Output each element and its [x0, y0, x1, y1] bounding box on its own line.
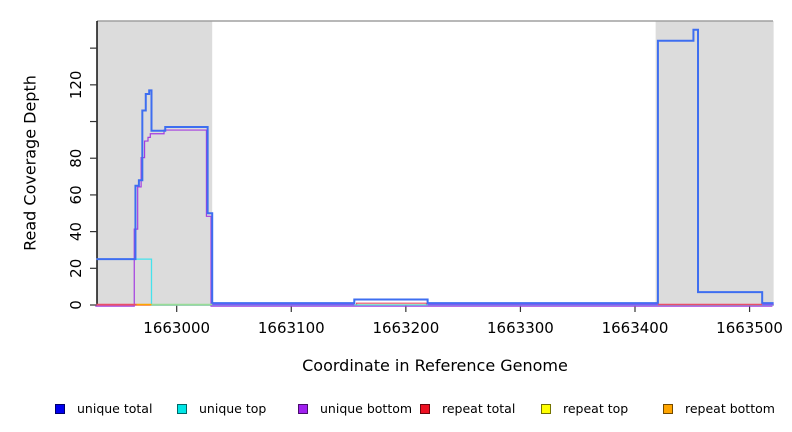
legend-swatch-icon: [420, 404, 430, 414]
y-tick-label: 120: [67, 71, 85, 100]
y-tick-label: 60: [67, 185, 85, 204]
y-axis-title: Read Coverage Depth: [20, 75, 40, 251]
series-line-unique-bottom: [95, 129, 773, 307]
x-tick-label: 1663000: [143, 319, 210, 337]
legend-label: repeat top: [563, 401, 629, 416]
x-tick-label: 1663500: [716, 319, 783, 337]
x-tick-label: 1663100: [258, 319, 325, 337]
x-tick-label: 1663400: [602, 319, 669, 337]
legend-swatch-icon: [541, 404, 551, 414]
y-tick-label: 40: [67, 222, 85, 241]
legend-label: repeat bottom: [685, 401, 775, 416]
legend-label: unique top: [199, 401, 267, 416]
x-tick-label: 1663200: [372, 319, 439, 337]
y-tick-label: 20: [67, 259, 85, 278]
legend-swatch-icon: [298, 404, 308, 414]
y-tick-label: 80: [67, 149, 85, 168]
legend-swatch-icon: [663, 404, 673, 414]
legend-item-unique-total: unique total: [55, 401, 152, 417]
legend-item-unique-bottom: unique bottom: [298, 401, 412, 417]
legend-item-repeat-top: repeat top: [541, 401, 628, 417]
legend-item-repeat-bottom: repeat bottom: [663, 401, 775, 417]
legend: unique total unique top unique bottom repea…: [0, 401, 792, 419]
shaded-region: [96, 21, 213, 305]
legend-swatch-icon: [177, 404, 187, 414]
legend-item-unique-top: unique top: [177, 401, 266, 417]
legend-label: unique bottom: [320, 401, 413, 416]
legend-item-repeat-total: repeat total: [420, 401, 515, 417]
legend-label: unique total: [77, 401, 153, 416]
shaded-region: [655, 21, 774, 305]
legend-label: repeat total: [442, 401, 516, 416]
x-axis-title: Coordinate in Reference Genome: [302, 356, 568, 375]
legend-swatch-icon: [55, 404, 65, 414]
y-tick-label: 0: [67, 300, 85, 310]
x-tick-label: 1663300: [487, 319, 554, 337]
series-line-unique-total: [96, 28, 774, 305]
